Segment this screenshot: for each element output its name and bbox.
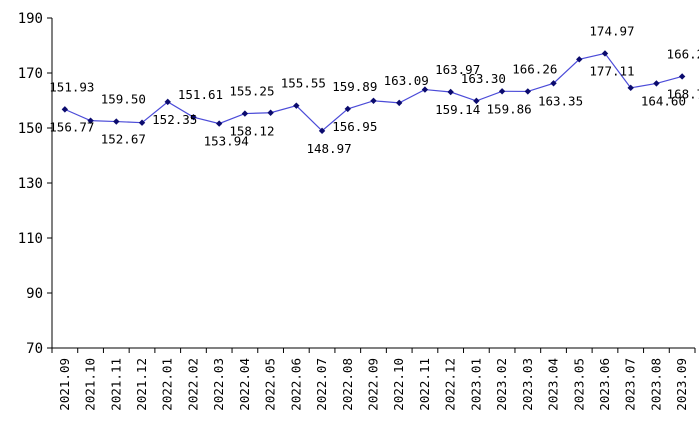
x-tick-label: 2022.06 (288, 358, 303, 411)
data-point (678, 73, 686, 80)
data-label: 151.61 (178, 87, 223, 102)
y-tick-label: 70 (26, 341, 43, 357)
x-tick-label: 2021.10 (83, 358, 98, 411)
data-point (653, 80, 660, 87)
x-tick-label: 2022.08 (340, 358, 355, 411)
data-point (113, 118, 120, 125)
data-label: 158.12 (229, 124, 274, 139)
x-tick-label: 2022.11 (417, 358, 432, 411)
x-tick-label: 2022.07 (314, 358, 329, 411)
data-point (550, 80, 557, 87)
data-point (293, 102, 300, 109)
data-label: 155.25 (229, 84, 274, 99)
data-label: 163.35 (538, 93, 583, 108)
x-tick-label: 2022.01 (160, 358, 175, 411)
data-label: 152.67 (101, 132, 146, 147)
x-tick-label: 2022.12 (443, 358, 458, 411)
data-label: 159.50 (101, 92, 146, 107)
data-point (61, 106, 69, 113)
data-label: 163.09 (384, 73, 429, 88)
data-point (215, 120, 223, 127)
data-point (318, 127, 326, 135)
x-tick-label: 2022.04 (237, 358, 252, 411)
data-point (601, 50, 609, 57)
data-label: 159.86 (487, 101, 532, 116)
x-tick-label: 2023.06 (597, 358, 612, 411)
x-tick-label: 2023.08 (648, 358, 663, 411)
data-label: 166.21 (667, 46, 699, 61)
y-tick-label: 110 (18, 231, 43, 247)
y-tick-label: 190 (18, 11, 43, 27)
data-point (524, 88, 532, 95)
x-tick-label: 2023.01 (468, 358, 483, 411)
data-label: 174.97 (589, 23, 634, 38)
x-tick-label: 2023.09 (674, 358, 689, 411)
x-tick-label: 2022.09 (366, 358, 381, 411)
y-tick-label: 170 (18, 66, 43, 82)
data-label: 148.97 (306, 141, 351, 156)
x-tick-label: 2022.05 (263, 358, 278, 411)
x-tick-label: 2022.10 (391, 358, 406, 411)
x-tick-label: 2022.03 (211, 358, 226, 411)
data-point (498, 88, 506, 95)
data-label: 159.14 (435, 102, 480, 117)
data-point (267, 109, 274, 116)
x-tick-label: 2021.12 (134, 358, 149, 411)
x-tick-label: 2023.02 (494, 358, 509, 411)
data-label: 156.95 (332, 119, 377, 134)
data-point (396, 99, 403, 107)
x-tick-label: 2023.04 (546, 358, 561, 411)
data-label: 177.11 (589, 63, 634, 78)
data-point (190, 113, 197, 121)
data-point (164, 98, 171, 106)
data-label: 159.89 (332, 79, 377, 94)
data-point (627, 84, 634, 92)
data-label: 152.35 (152, 112, 197, 127)
y-tick-label: 150 (18, 121, 43, 137)
data-label: 163.30 (461, 71, 506, 86)
data-point (421, 86, 429, 93)
data-point (473, 97, 480, 105)
data-label: 156.77 (49, 119, 94, 134)
data-label: 153.94 (204, 134, 249, 149)
data-point (241, 110, 249, 117)
x-tick-label: 2021.11 (108, 358, 123, 411)
data-point (87, 117, 94, 124)
data-point (447, 88, 454, 96)
data-point (138, 119, 146, 126)
data-label: 155.55 (281, 76, 326, 91)
data-label: 151.93 (49, 79, 94, 94)
data-point (344, 105, 351, 113)
data-point (370, 97, 377, 105)
data-label: 164.60 (641, 93, 686, 108)
data-label: 163.97 (435, 62, 480, 77)
x-tick-label: 2021.09 (57, 358, 72, 411)
data-label: 168.74 (667, 86, 699, 101)
x-tick-label: 2023.03 (520, 358, 535, 411)
data-point (576, 56, 583, 63)
x-tick-label: 2023.07 (623, 358, 638, 411)
y-tick-label: 90 (26, 286, 43, 302)
data-label: 166.26 (512, 61, 557, 76)
x-tick-label: 2022.02 (185, 358, 200, 411)
y-tick-label: 130 (18, 176, 43, 192)
x-tick-label: 2023.05 (571, 358, 586, 411)
